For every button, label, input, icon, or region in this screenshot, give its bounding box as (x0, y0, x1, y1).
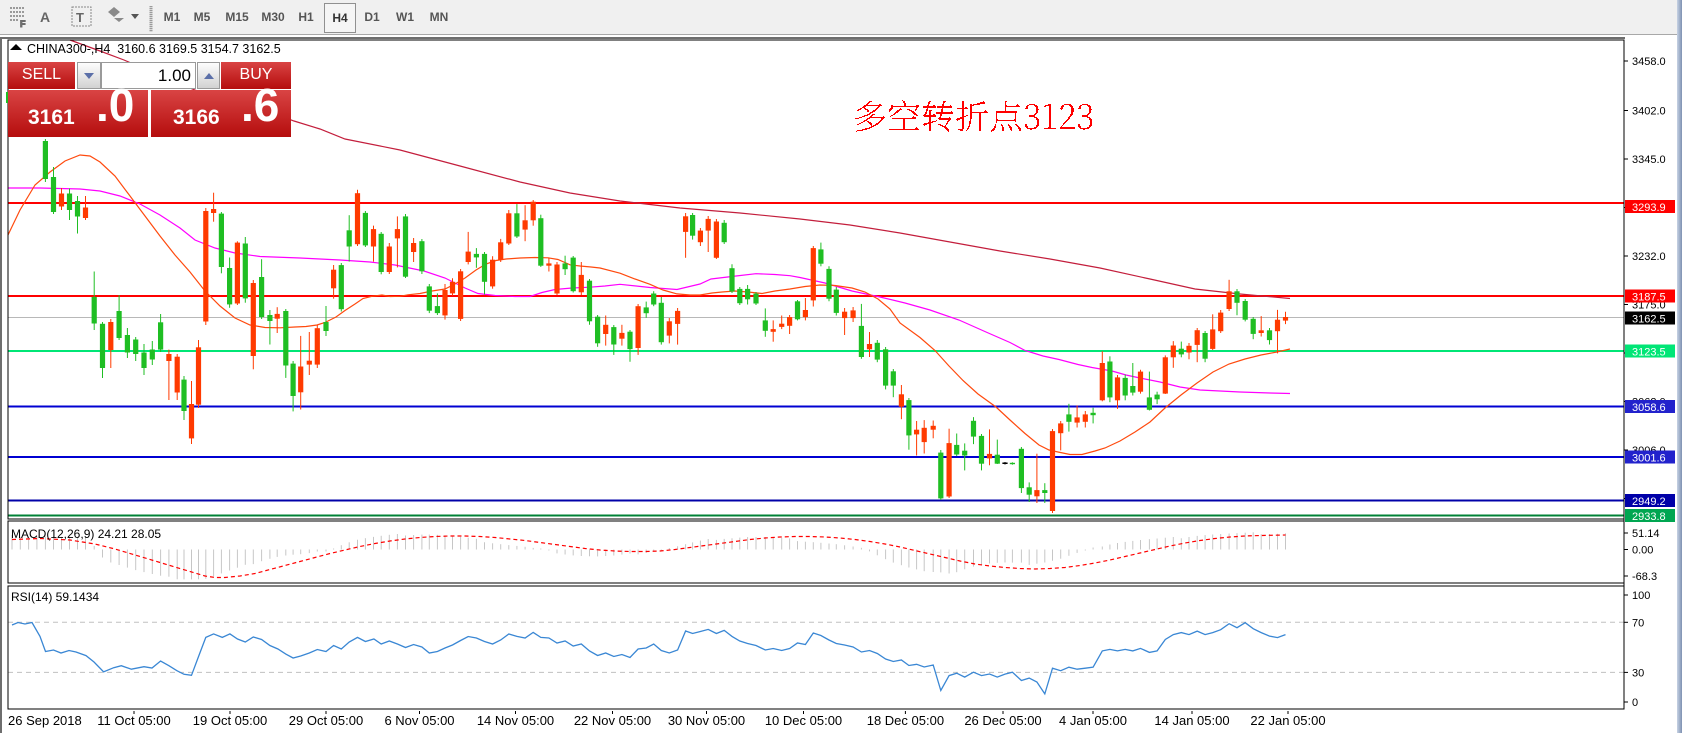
svg-text:0.00: 0.00 (1632, 545, 1653, 557)
svg-text:18 Dec 05:00: 18 Dec 05:00 (867, 713, 944, 728)
svg-text:3123.5: 3123.5 (1632, 347, 1666, 359)
svg-text:10 Dec 05:00: 10 Dec 05:00 (765, 713, 842, 728)
svg-text:26 Dec 05:00: 26 Dec 05:00 (964, 713, 1041, 728)
svg-text:70: 70 (1632, 617, 1644, 629)
svg-text:6 Nov 05:00: 6 Nov 05:00 (384, 713, 454, 728)
svg-text:4 Jan 05:00: 4 Jan 05:00 (1059, 713, 1127, 728)
svg-text:0: 0 (1632, 697, 1638, 709)
svg-text:22 Nov 05:00: 22 Nov 05:00 (574, 713, 651, 728)
svg-text:2933.8: 2933.8 (1632, 511, 1666, 523)
svg-text:22 Jan 05:00: 22 Jan 05:00 (1250, 713, 1325, 728)
svg-text:29 Oct 05:00: 29 Oct 05:00 (289, 713, 363, 728)
svg-text:11 Oct 05:00: 11 Oct 05:00 (97, 713, 170, 728)
svg-text:RSI(14) 59.1434: RSI(14) 59.1434 (11, 590, 99, 604)
svg-text:3293.9: 3293.9 (1632, 202, 1666, 214)
svg-text:T: T (76, 10, 84, 25)
svg-text:14 Jan 05:00: 14 Jan 05:00 (1154, 713, 1229, 728)
svg-text:3001.6: 3001.6 (1632, 453, 1666, 465)
svg-text:3458.0: 3458.0 (1632, 56, 1666, 68)
svg-text:100: 100 (1632, 590, 1650, 602)
svg-text:26 Sep 2018: 26 Sep 2018 (8, 713, 82, 728)
svg-text:30 Nov 05:00: 30 Nov 05:00 (668, 713, 745, 728)
svg-text:3402.0: 3402.0 (1632, 106, 1666, 118)
svg-text:14 Nov 05:00: 14 Nov 05:00 (477, 713, 554, 728)
svg-text:2949.2: 2949.2 (1632, 496, 1666, 508)
svg-text:MACD(12,26,9) 24.21 28.05: MACD(12,26,9) 24.21 28.05 (11, 527, 161, 541)
svg-text:3058.6: 3058.6 (1632, 402, 1666, 414)
svg-text:3232.0: 3232.0 (1632, 251, 1666, 263)
svg-text:3187.5: 3187.5 (1632, 292, 1666, 304)
svg-text:CHINA300-,H4 3160.6 3169.5 31: CHINA300-,H4 3160.6 3169.5 3154.7 3162.5 (27, 42, 281, 56)
svg-text:A: A (40, 9, 50, 25)
svg-text:19 Oct 05:00: 19 Oct 05:00 (193, 713, 267, 728)
svg-text:3162.5: 3162.5 (1632, 314, 1666, 326)
svg-text:30: 30 (1632, 667, 1644, 679)
svg-text:-68.3: -68.3 (1632, 571, 1657, 583)
svg-text:51.14: 51.14 (1632, 528, 1660, 540)
svg-text:F: F (20, 19, 26, 29)
svg-text:3345.0: 3345.0 (1632, 154, 1666, 166)
